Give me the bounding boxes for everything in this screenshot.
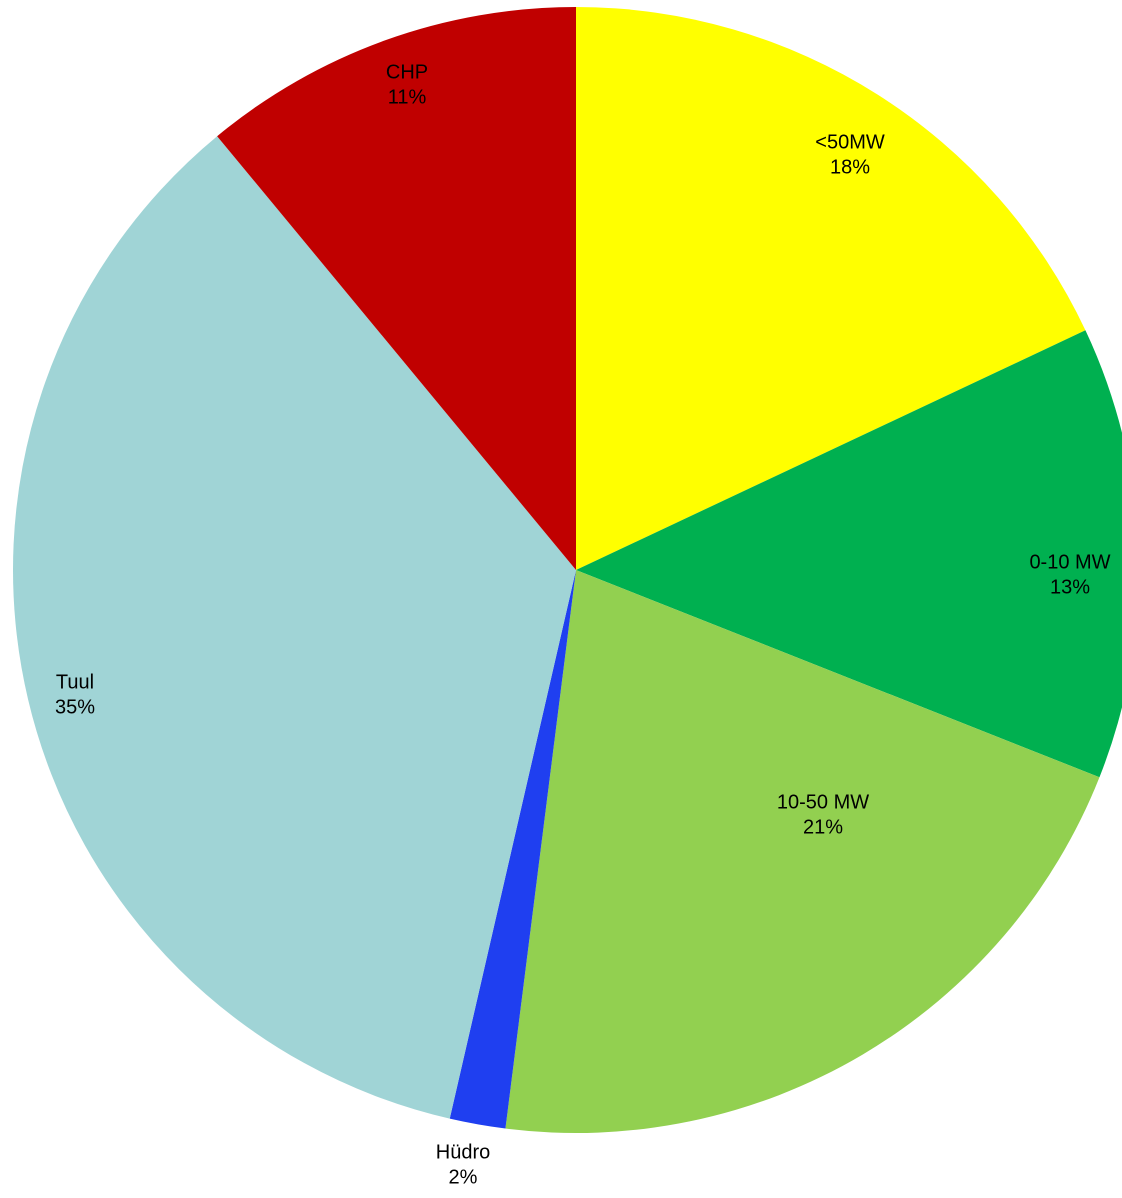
- slice-label: CHP: [386, 61, 428, 83]
- slice-value-label: 18%: [830, 156, 870, 178]
- pie-slice: [505, 570, 1100, 1133]
- pie-slice: [449, 570, 576, 1129]
- pie-slice: [13, 136, 577, 1119]
- slice-label: Hüdro: [436, 1141, 490, 1163]
- pie-slice: [576, 330, 1122, 778]
- slice-value-label: 21%: [803, 816, 843, 838]
- slice-label: 0-10 MW: [1029, 551, 1110, 573]
- slice-label: Tuul: [56, 671, 94, 693]
- slice-value-label: 2%: [449, 1166, 478, 1188]
- slice-value-label: 11%: [388, 86, 427, 108]
- slice-value-label: 13%: [1050, 576, 1090, 598]
- slice-label: <50MW: [815, 131, 885, 153]
- pie-slice: [217, 7, 576, 570]
- pie-slice: [576, 7, 1086, 570]
- slice-label: 10-50 MW: [777, 791, 869, 813]
- slice-value-label: 35%: [55, 696, 95, 718]
